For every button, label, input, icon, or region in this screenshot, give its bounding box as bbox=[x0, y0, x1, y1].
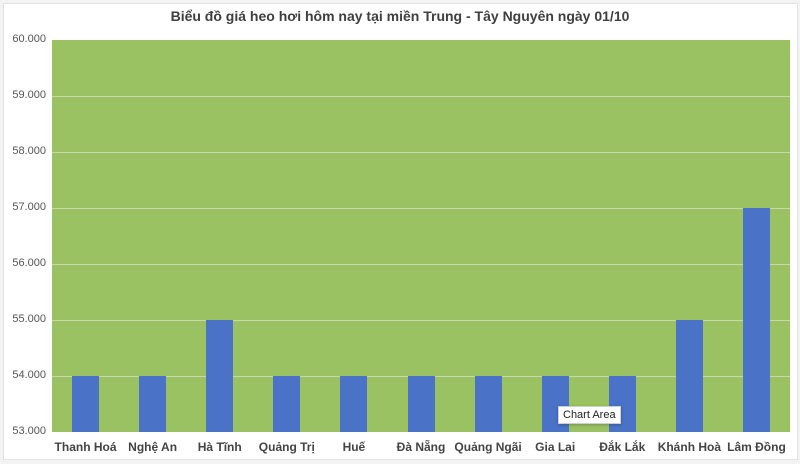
x-tick-label: Khánh Hoà bbox=[657, 440, 722, 454]
x-tick-label: Thanh Hoá bbox=[54, 440, 117, 454]
gridline bbox=[52, 208, 790, 209]
x-tick-label: Đắk Lắk bbox=[599, 440, 646, 454]
y-tick-label: 57.000 bbox=[12, 201, 46, 213]
bar[interactable] bbox=[273, 376, 301, 432]
chart-title: Biểu đồ giá heo hơi hôm nay tại miền Tru… bbox=[170, 8, 630, 24]
bar[interactable] bbox=[340, 376, 368, 432]
bar[interactable] bbox=[139, 376, 167, 432]
y-tick-label: 56.000 bbox=[12, 257, 46, 269]
bar[interactable] bbox=[72, 376, 100, 432]
chart-area-tooltip: Chart Area bbox=[558, 406, 621, 424]
y-tick-label: 59.000 bbox=[12, 89, 46, 101]
x-tick-label: Nghệ An bbox=[128, 440, 178, 454]
bar[interactable] bbox=[474, 376, 502, 432]
gridline bbox=[52, 152, 790, 153]
y-tick-label: 55.000 bbox=[12, 313, 46, 325]
gridline bbox=[52, 264, 790, 265]
y-tick-label: 53.000 bbox=[12, 425, 46, 437]
y-tick-label: 54.000 bbox=[12, 369, 46, 381]
y-tick-label: 58.000 bbox=[12, 145, 46, 157]
x-tick-label: Đà Nẵng bbox=[396, 440, 446, 454]
bar[interactable] bbox=[742, 208, 770, 432]
gridline bbox=[52, 320, 790, 321]
x-tick-label: Quảng Trị bbox=[258, 440, 315, 454]
plot-area[interactable] bbox=[52, 40, 790, 432]
x-tick-label: Hà Tĩnh bbox=[197, 440, 242, 454]
bar[interactable] bbox=[407, 376, 435, 432]
x-tick-label: Lâm Đồng bbox=[727, 440, 786, 454]
bar[interactable] bbox=[675, 320, 703, 432]
x-tick-label: Quảng Ngãi bbox=[454, 440, 522, 454]
x-tick-label: Huế bbox=[342, 440, 366, 454]
x-tick-label: Gia Lai bbox=[535, 440, 576, 454]
bar[interactable] bbox=[206, 320, 234, 432]
y-tick-label: 60.000 bbox=[12, 33, 46, 45]
gridline bbox=[52, 96, 790, 97]
